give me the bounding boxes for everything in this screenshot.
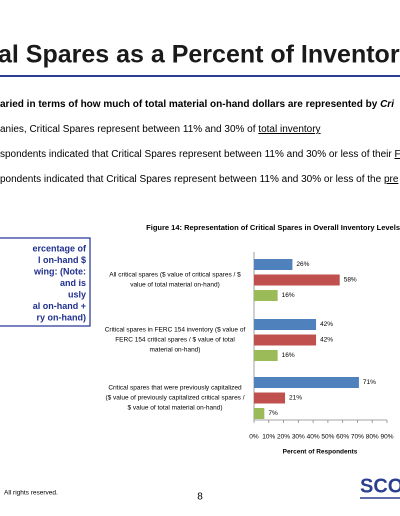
- bullet-underline: pre: [384, 174, 399, 185]
- value-label: 7%: [268, 410, 278, 417]
- x-tick-label: 20%: [277, 434, 290, 441]
- x-tick-label: 80%: [366, 434, 379, 441]
- category-label: material on-hand): [150, 347, 201, 354]
- value-label: 58%: [344, 277, 357, 284]
- note-line: usly: [68, 289, 86, 299]
- x-tick-label: 40%: [307, 434, 320, 441]
- bullet-text: pondents indicated that Critical Spares …: [0, 174, 384, 185]
- bullet: spondents indicated that Critical Spares…: [0, 149, 400, 160]
- category-label: Critical spares that were previously cap…: [108, 385, 242, 392]
- x-tick-label: 60%: [336, 434, 349, 441]
- chart-title: Figure 14: Representation of Critical Sp…: [146, 223, 400, 232]
- category-label: All critical spares ($ value of critical…: [109, 272, 241, 279]
- bullet-emphasis: Cri: [380, 99, 394, 110]
- category-label: $ value of total material on-hand): [127, 405, 222, 412]
- note-line: al on-hand +: [33, 301, 86, 311]
- logo: SCO: [360, 475, 400, 497]
- slide-title: al Spares as a Percent of Inventory $ V: [0, 41, 400, 69]
- value-label: 26%: [296, 261, 309, 268]
- bar: [254, 392, 286, 404]
- value-label: 16%: [282, 352, 295, 359]
- bar: [254, 290, 278, 301]
- bullet: anies, Critical Spares represent between…: [0, 124, 321, 135]
- category-label: FERC 154 critical spares / $ value of to…: [115, 337, 235, 344]
- value-label: 71%: [363, 379, 376, 386]
- bullet: pondents indicated that Critical Spares …: [0, 174, 399, 185]
- bullet-underline: total inventory: [258, 124, 320, 135]
- page-number: 8: [197, 492, 203, 503]
- x-axis-label: Percent of Respondents: [283, 449, 358, 456]
- bullet-text: aried in terms of how much of total mate…: [0, 99, 380, 110]
- x-tick-label: 0%: [249, 434, 259, 441]
- bar: [254, 350, 278, 361]
- bar: [254, 334, 317, 346]
- footer: All rights reserved.: [4, 490, 58, 497]
- note-box: [0, 237, 91, 327]
- x-tick-label: 10%: [262, 434, 275, 441]
- note-line: l on-hand $: [38, 255, 86, 265]
- category-label: Critical spares in FERC 154 inventory ($…: [105, 327, 246, 334]
- bar: [254, 408, 265, 419]
- value-label: 42%: [320, 321, 333, 328]
- value-label: 42%: [320, 337, 333, 344]
- value-label: 21%: [289, 395, 302, 402]
- note-line: and is: [60, 278, 86, 288]
- category-label: ($ value of previously capitalized criti…: [105, 395, 244, 402]
- bar: [254, 259, 293, 270]
- bar: [254, 319, 317, 330]
- bullet-text: anies, Critical Spares represent between…: [0, 124, 258, 135]
- x-tick-label: 90%: [380, 434, 393, 441]
- bar: [254, 377, 359, 388]
- value-label: 16%: [282, 292, 295, 299]
- bullet: aried in terms of how much of total mate…: [0, 99, 394, 110]
- bar: [254, 274, 340, 286]
- x-tick-label: 70%: [351, 434, 364, 441]
- bullet-text: spondents indicated that Critical Spares…: [0, 149, 395, 160]
- category-label: value of total material on-hand): [130, 282, 220, 289]
- x-tick-label: 50%: [321, 434, 334, 441]
- x-tick-label: 30%: [292, 434, 305, 441]
- bullet-underline: FE: [395, 149, 400, 160]
- note-line: ercentage of: [32, 243, 87, 253]
- note-line: ry on-hand): [37, 312, 87, 322]
- note-line: wing: (Note:: [33, 266, 86, 276]
